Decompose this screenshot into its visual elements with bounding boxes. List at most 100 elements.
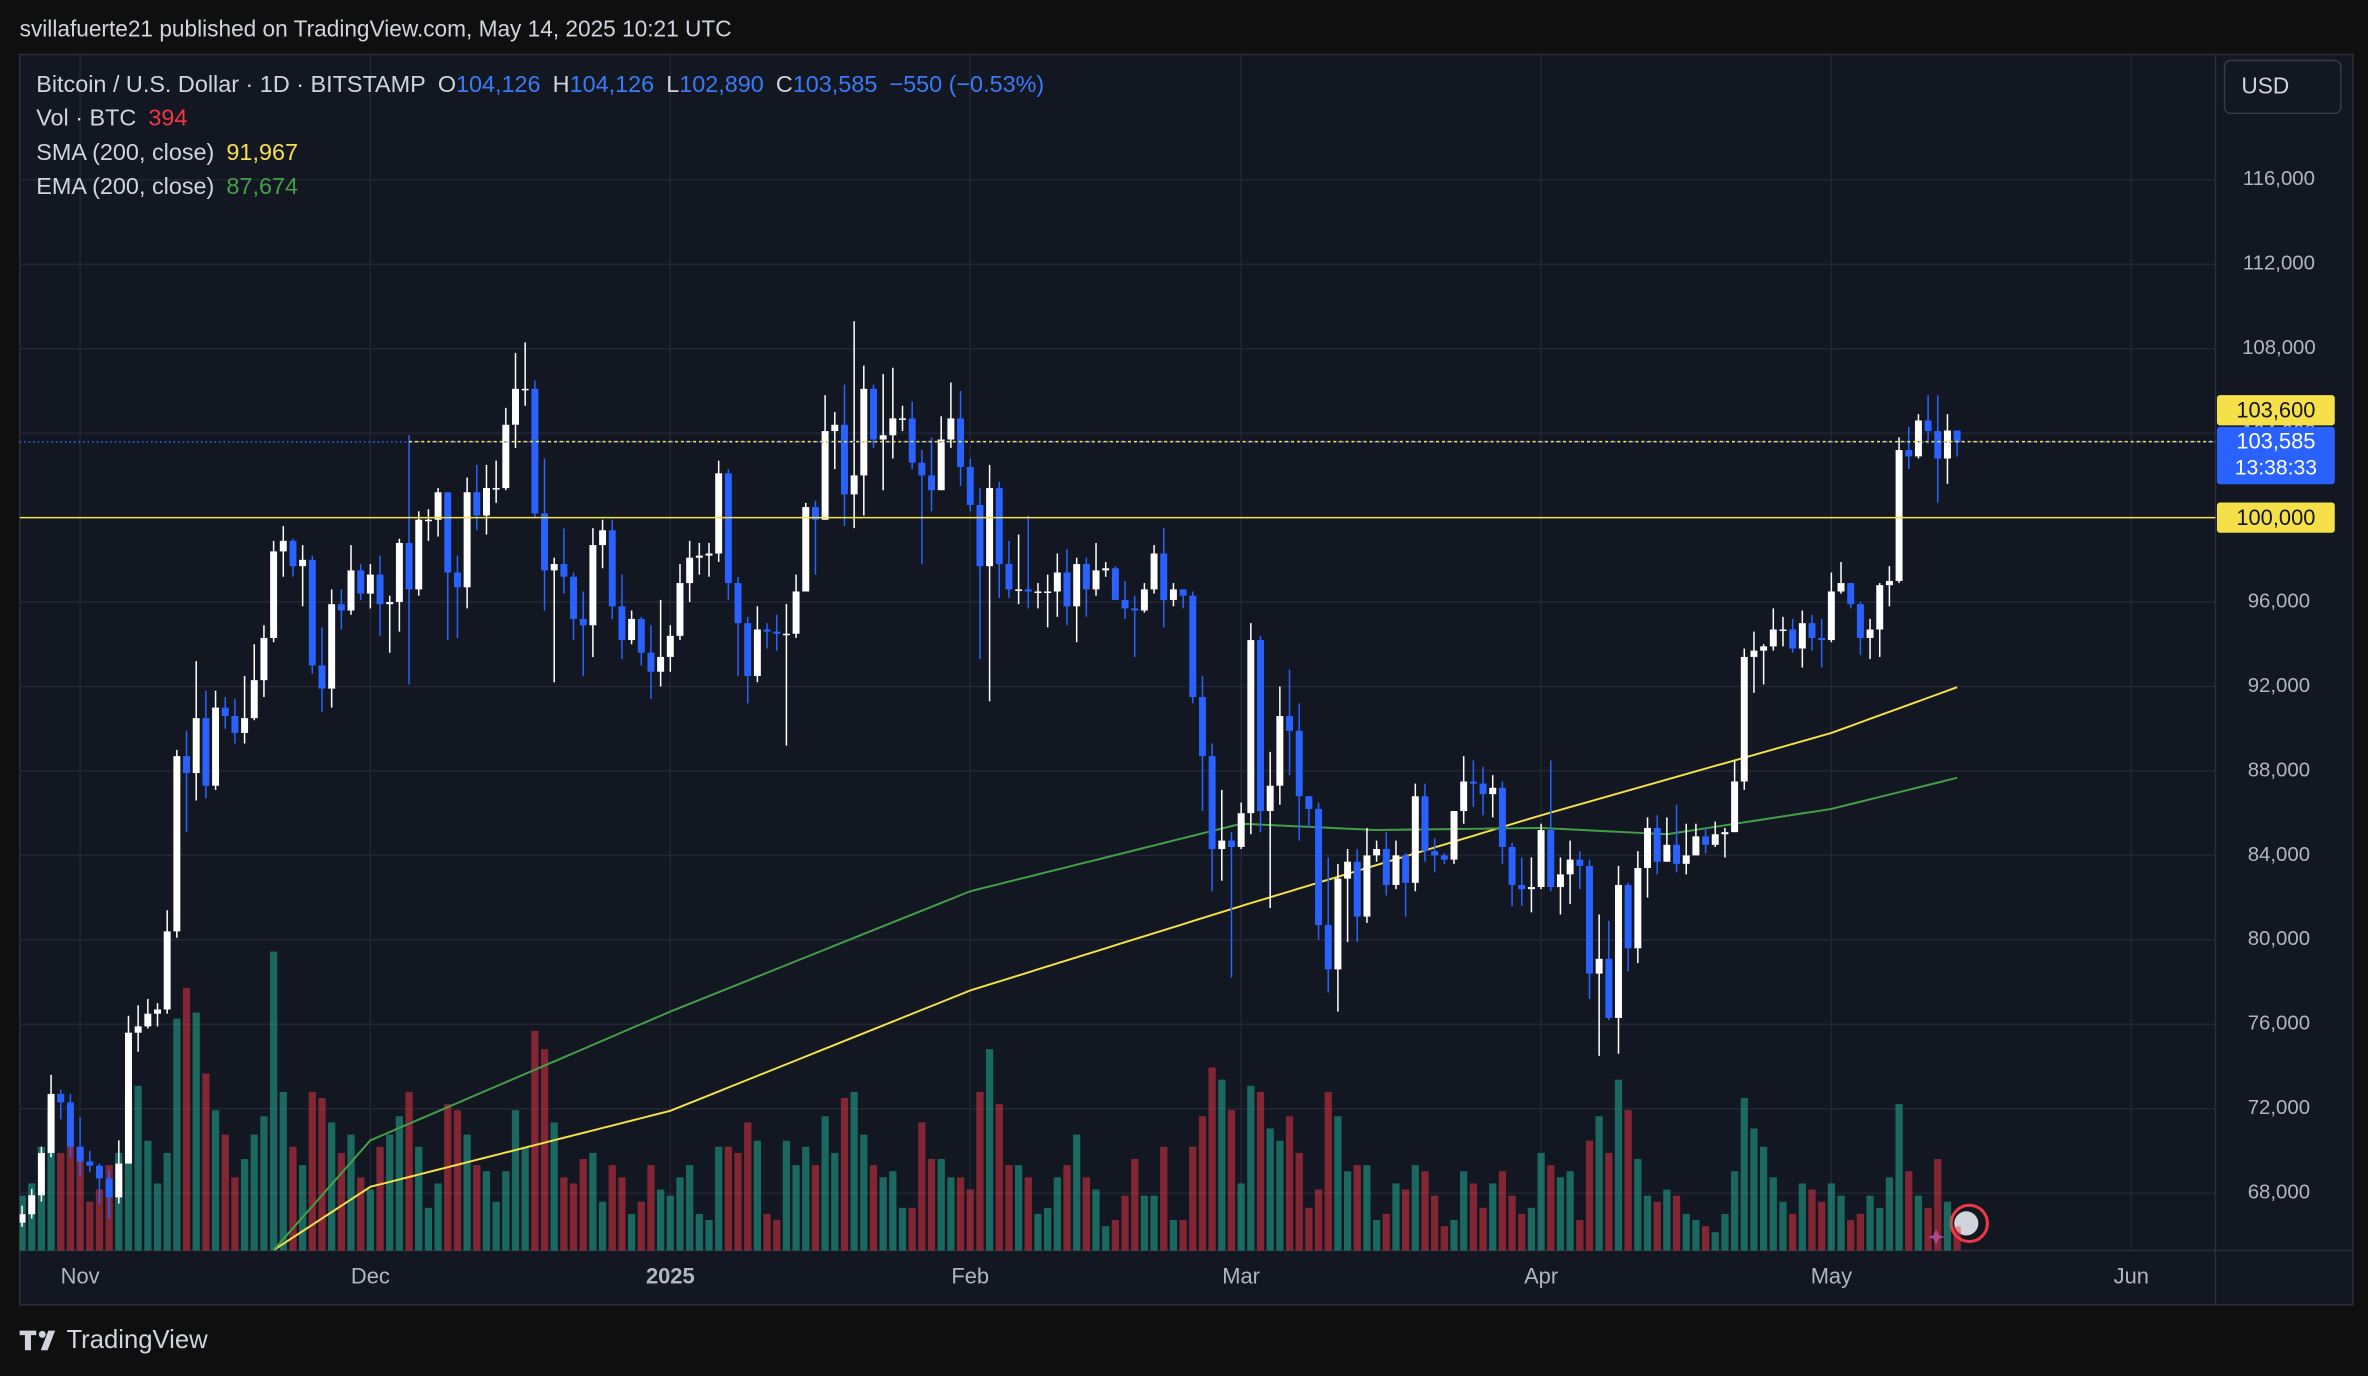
volume-bar	[318, 1097, 326, 1251]
candle-body	[744, 623, 752, 676]
candle-body	[521, 388, 529, 391]
volume-bar	[250, 1134, 258, 1251]
countdown-label: 13:38:33	[2235, 457, 2317, 480]
candle-body	[1276, 716, 1284, 786]
volume-bar	[415, 1146, 423, 1251]
volume-bar	[453, 1110, 462, 1251]
candle-body	[618, 606, 626, 641]
candle-body	[1914, 420, 1922, 457]
x-tick-label: Feb	[951, 1264, 989, 1289]
y-tick-label: 68,000	[2248, 1182, 2310, 1204]
candle-body	[850, 475, 858, 495]
candle-body	[986, 488, 994, 567]
candle-body	[1576, 859, 1584, 866]
volume-bar	[482, 1171, 491, 1251]
candle-body	[1527, 887, 1535, 890]
candle-body	[792, 591, 800, 634]
candle-body	[1228, 840, 1235, 847]
candle-body	[1489, 787, 1497, 795]
candle-body	[899, 418, 906, 420]
volume-bar	[182, 988, 191, 1251]
ohlc-key: C	[776, 71, 793, 97]
volume-bar	[1256, 1091, 1265, 1251]
volume-bar	[1179, 1220, 1187, 1251]
candle-body	[1518, 884, 1526, 890]
volume-bar	[308, 1091, 316, 1251]
candle-body	[250, 680, 258, 719]
volume-bar	[763, 1213, 771, 1251]
volume-bar	[637, 1201, 645, 1251]
volume-bar	[424, 1207, 433, 1251]
last-price-label: 103,585	[2236, 428, 2315, 453]
volume-bar	[1014, 1165, 1023, 1251]
currency-button[interactable]	[2223, 59, 2342, 115]
candle-body	[405, 542, 413, 590]
volume-bar	[753, 1140, 762, 1251]
candle-body	[86, 1161, 94, 1166]
volume-bar	[734, 1152, 742, 1251]
volume-bar	[95, 1189, 104, 1251]
candle-body	[328, 604, 336, 689]
volume-bar	[1934, 1159, 1942, 1251]
volume-bar	[1266, 1128, 1274, 1251]
candle-body	[976, 504, 984, 567]
volume-bar	[492, 1201, 500, 1251]
volume-bar	[1450, 1220, 1458, 1251]
volume-bar	[1847, 1220, 1855, 1251]
volume-bar	[376, 1146, 384, 1251]
volume-bar	[337, 1152, 345, 1251]
volume-bar	[1140, 1195, 1149, 1251]
candle-body	[550, 564, 558, 571]
candle-body	[1856, 604, 1864, 638]
volume-bar	[328, 1122, 336, 1251]
y-tick-label: 96,000	[2248, 590, 2310, 612]
candle-body	[966, 466, 974, 505]
volume-bar	[1479, 1207, 1487, 1251]
candle-body	[1150, 553, 1158, 590]
volume-bar	[1247, 1085, 1255, 1251]
candle-body	[1605, 958, 1613, 1018]
candle-body	[666, 635, 674, 657]
candle-body	[395, 542, 403, 603]
volume-bar	[1711, 1232, 1719, 1251]
candle-body	[1266, 785, 1274, 812]
volume-bar	[1895, 1104, 1903, 1251]
volume-bar	[1131, 1159, 1139, 1251]
candle-body	[928, 475, 936, 491]
candle-body	[705, 553, 713, 556]
candle-body	[879, 435, 887, 440]
currency-label[interactable]: USD	[2241, 73, 2289, 99]
candle-body	[376, 574, 384, 605]
volume-bar	[686, 1165, 694, 1251]
volume-bar	[231, 1177, 239, 1251]
candle-body	[1808, 623, 1816, 638]
volume-bar	[1730, 1171, 1739, 1251]
candle-body	[1750, 650, 1758, 657]
volume-bar	[744, 1122, 752, 1251]
volume-bar	[1160, 1146, 1168, 1251]
candle-body	[19, 1214, 26, 1223]
volume-bar	[956, 1177, 965, 1251]
volume-bar	[1914, 1195, 1923, 1251]
candle-body	[1082, 564, 1090, 590]
candle-body	[1837, 583, 1845, 592]
volume-bar	[560, 1177, 568, 1251]
volume-bar	[802, 1146, 810, 1251]
volume-bar	[550, 1122, 558, 1251]
candle-body	[1673, 844, 1681, 864]
volume-bar	[531, 1030, 539, 1251]
candle-body	[241, 718, 249, 733]
volume-bar	[463, 1134, 471, 1251]
candle-body	[1189, 595, 1197, 698]
volume-bar	[1285, 1116, 1294, 1251]
candle-body	[1847, 583, 1855, 605]
volume-bar	[1431, 1195, 1439, 1251]
candle-body	[531, 388, 539, 514]
candle-body	[1653, 827, 1661, 862]
candle-body	[1440, 855, 1448, 860]
candle-body	[183, 756, 191, 774]
volume-bar	[1189, 1146, 1197, 1251]
candle-body	[1073, 564, 1081, 607]
candle-body	[357, 570, 365, 594]
candle-body	[1711, 834, 1719, 845]
